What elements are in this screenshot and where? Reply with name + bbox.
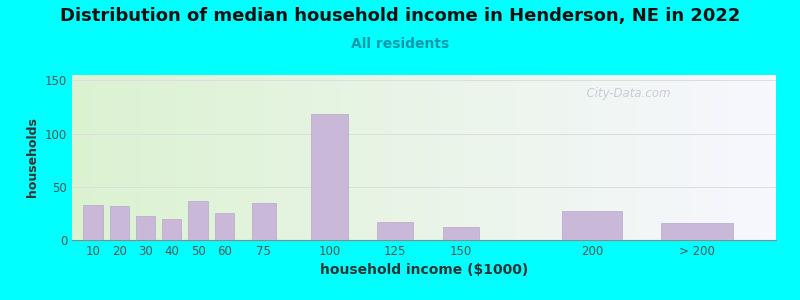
Bar <box>83 205 102 240</box>
Bar <box>189 201 208 240</box>
Bar <box>162 219 182 240</box>
Bar <box>377 222 414 240</box>
Text: City-Data.com: City-Data.com <box>579 86 670 100</box>
Bar <box>661 223 734 240</box>
Bar <box>252 203 276 240</box>
Bar <box>110 206 129 240</box>
Bar <box>311 114 347 240</box>
X-axis label: household income ($1000): household income ($1000) <box>320 263 528 278</box>
Bar <box>442 227 479 240</box>
Y-axis label: households: households <box>26 118 39 197</box>
Text: Distribution of median household income in Henderson, NE in 2022: Distribution of median household income … <box>60 8 740 26</box>
Text: All residents: All residents <box>351 38 449 52</box>
Bar <box>214 213 234 240</box>
Bar <box>562 211 622 240</box>
Bar <box>136 215 155 240</box>
